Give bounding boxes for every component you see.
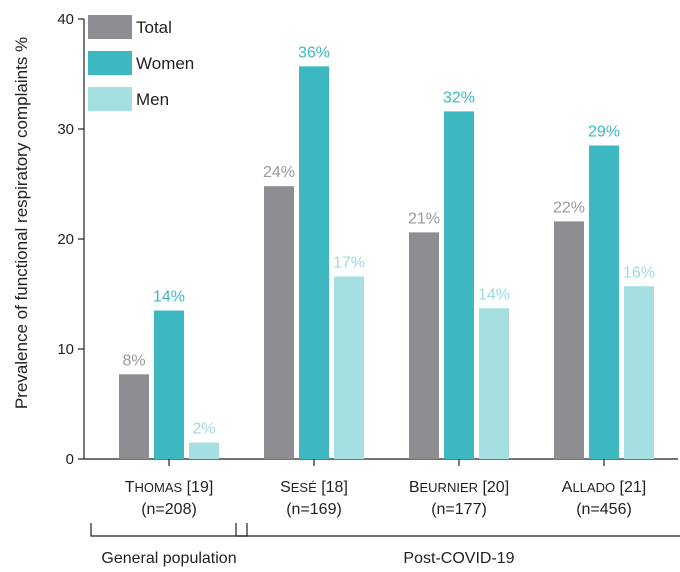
group-bracket — [235, 523, 680, 537]
bar-value-label: 14% — [153, 289, 185, 306]
bar-value-label: 2% — [192, 421, 215, 438]
bar-men — [189, 442, 219, 459]
y-tick-label: 30 — [57, 121, 74, 138]
bar-women — [299, 66, 329, 460]
legend-label: Men — [136, 90, 169, 109]
y-axis: 0 10 20 30 40 — [57, 11, 85, 468]
bar-value-label: 14% — [478, 286, 510, 303]
group-label: Post-COVID-19 — [403, 550, 514, 567]
legend: Total Women Men — [88, 15, 194, 111]
bars — [119, 66, 654, 460]
bar-value-label: 24% — [263, 164, 295, 181]
legend-label: Women — [136, 54, 194, 73]
group-brackets: General population Post-COVID-19 — [90, 523, 680, 567]
bar-value-label: 32% — [443, 89, 475, 106]
bar-value-label: 22% — [553, 199, 585, 216]
group-label: General population — [101, 550, 236, 567]
bar-women — [444, 111, 474, 460]
bar-women — [589, 145, 619, 459]
bar-total — [119, 374, 149, 459]
x-category-n: (n=177) — [431, 501, 487, 518]
x-category-label: THOMAS [19] — [125, 479, 214, 496]
y-tick-label: 40 — [57, 11, 74, 28]
legend-swatch-women — [88, 51, 132, 75]
y-tick-label: 0 — [66, 451, 74, 468]
bar-men — [624, 286, 654, 459]
bar-men — [479, 308, 509, 459]
bar-value-label: 17% — [333, 254, 365, 271]
bar-total — [264, 186, 294, 459]
x-category-label: BEURNIER [20] — [409, 479, 509, 496]
bar-total — [409, 232, 439, 459]
bar-value-label: 36% — [298, 44, 330, 61]
group-bracket — [90, 523, 248, 537]
bar-value-label: 21% — [408, 210, 440, 227]
bar-men — [334, 276, 364, 459]
legend-swatch-total — [88, 15, 132, 39]
bar-labels: 8% 14% 2% 24% 36% 17% 21% 32% 14% 22% 29% 16% — [122, 44, 655, 437]
x-axis: THOMAS [19] (n=208) SESÉ [18] (n=169) BEURNI… — [84, 458, 678, 518]
legend-label: Total — [136, 18, 172, 37]
bar-value-label: 8% — [122, 352, 145, 369]
bar-value-label: 29% — [588, 124, 620, 141]
bar-total — [554, 221, 584, 459]
y-axis-label: Prevalence of functional respiratory com… — [12, 37, 31, 409]
bar-women — [154, 310, 184, 459]
x-category-n: (n=169) — [286, 501, 342, 518]
x-category-n: (n=456) — [576, 501, 632, 518]
x-category-label: ALLADO [21] — [562, 479, 646, 496]
x-category-label: SESÉ [18] — [280, 479, 348, 496]
y-tick-label: 10 — [57, 341, 74, 358]
legend-swatch-men — [88, 87, 132, 111]
bar-value-label: 16% — [623, 264, 655, 281]
y-tick-label: 20 — [57, 231, 74, 248]
x-category-n: (n=208) — [141, 501, 197, 518]
